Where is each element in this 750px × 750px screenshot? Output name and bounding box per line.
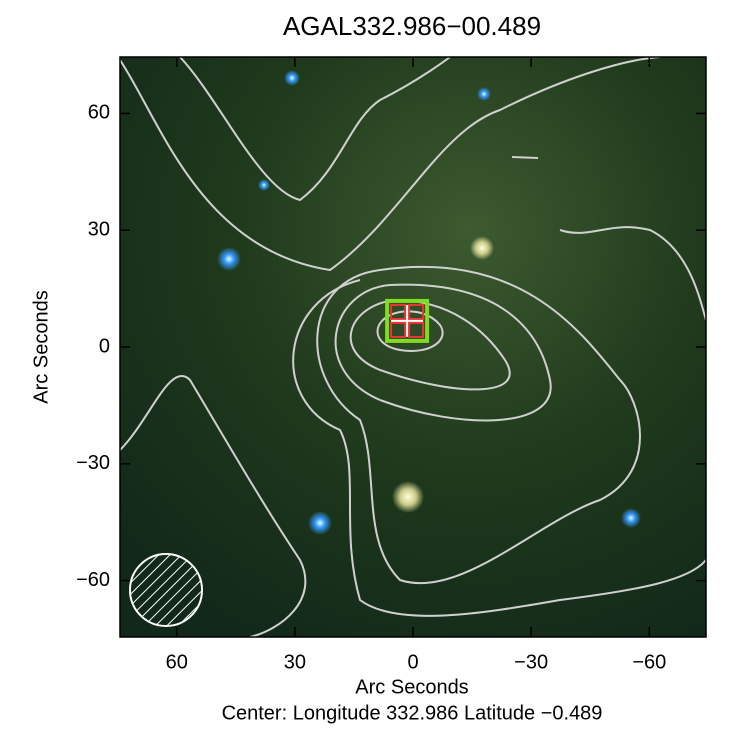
beam bbox=[129, 553, 203, 627]
x-tick-label: 30 bbox=[284, 651, 306, 673]
source-cross bbox=[390, 321, 407, 338]
y-tick-label: 30 bbox=[88, 219, 110, 241]
y-tick-label: 0 bbox=[99, 335, 110, 357]
x-tick-label: −30 bbox=[514, 651, 548, 673]
source-box bbox=[385, 298, 430, 343]
x-tick-label: 60 bbox=[166, 651, 188, 673]
x-axis-label: Arc Seconds bbox=[355, 676, 468, 698]
y-tick-label: 60 bbox=[88, 102, 110, 124]
y-axis-label: Arc Seconds bbox=[30, 290, 52, 403]
chart-title: AGAL332.986−00.489 bbox=[283, 11, 541, 41]
subtitle: Center: Longitude 332.986 Latitude −0.48… bbox=[222, 702, 603, 724]
y-tick-label: −30 bbox=[76, 452, 110, 474]
x-tick-label: −60 bbox=[632, 651, 666, 673]
source-cross bbox=[408, 303, 425, 320]
x-tick-label: 0 bbox=[407, 651, 418, 673]
source-cross bbox=[390, 303, 407, 320]
image bbox=[120, 57, 706, 637]
source-cross bbox=[408, 321, 425, 338]
y-tick-label: −60 bbox=[76, 569, 110, 591]
